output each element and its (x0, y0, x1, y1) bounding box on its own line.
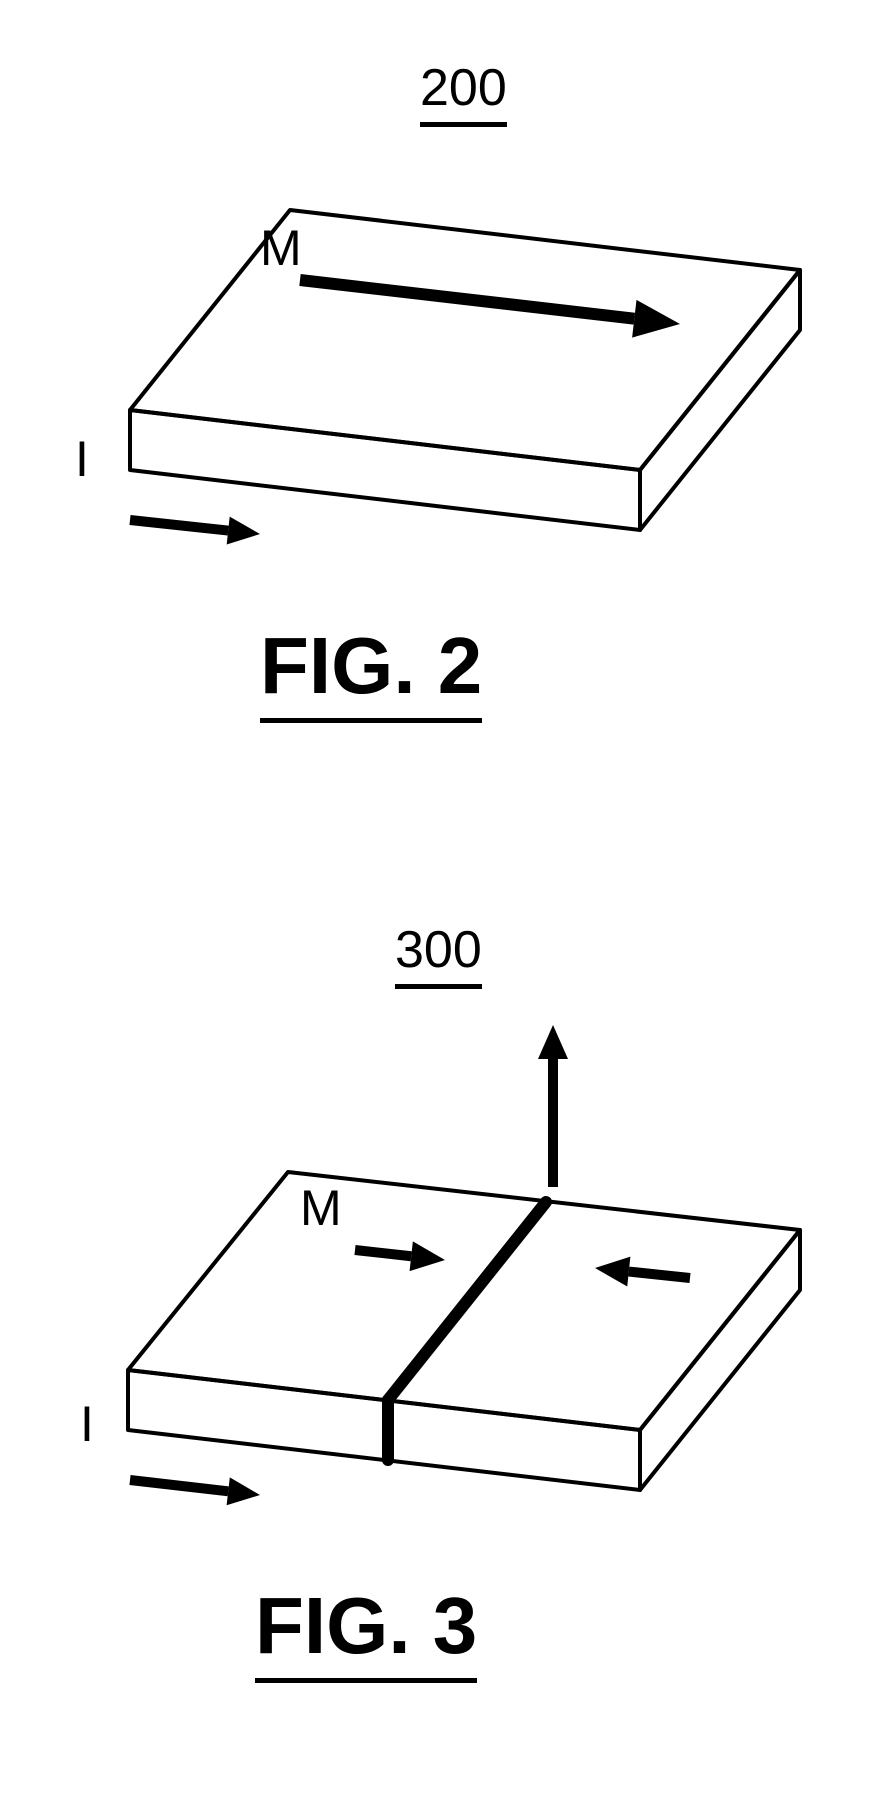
svg-text:M: M (260, 220, 302, 276)
fig2-i-label: I (75, 430, 89, 488)
fig3-ref-number: 300 (395, 920, 482, 989)
fig2-ref-number: 200 (420, 58, 507, 127)
fig3-caption: FIG. 3 (255, 1580, 477, 1683)
diagram-svg: MM (0, 0, 887, 1796)
fig2-caption-text: FIG. 2 (260, 620, 482, 723)
svg-text:M: M (300, 1180, 342, 1236)
figure-stage: 200 300 I I MM FIG. 2 FIG. 3 (0, 0, 887, 1796)
fig3-caption-text: FIG. 3 (255, 1580, 477, 1683)
fig3-i-label: I (80, 1395, 94, 1453)
fig2-caption: FIG. 2 (260, 620, 482, 723)
